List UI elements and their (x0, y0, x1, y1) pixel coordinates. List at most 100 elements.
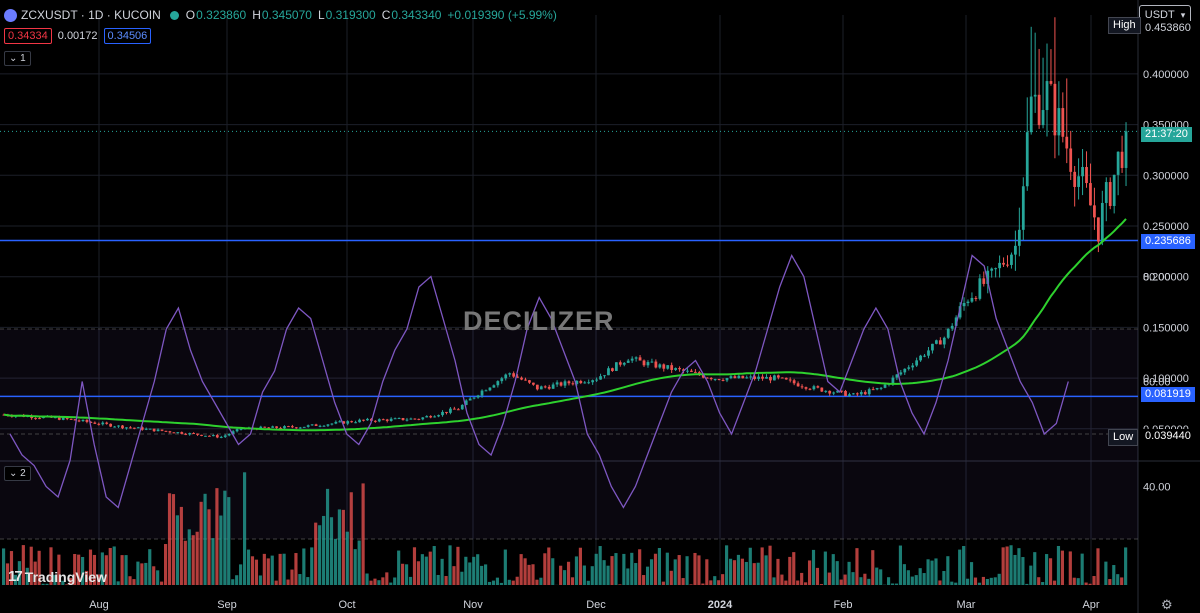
indicator-pane-toggle[interactable]: ⌄ 2 (4, 466, 31, 481)
time-tick-label: Sep (217, 599, 237, 611)
candle-body (184, 433, 188, 435)
tradingview-logo[interactable]: 17 TradingView (8, 568, 107, 585)
candle-body (1085, 167, 1088, 184)
candle-body (927, 350, 930, 356)
candle-body (464, 400, 468, 405)
volume-bar (574, 556, 579, 585)
level-upper-tag[interactable]: 0.235686 (1141, 234, 1195, 249)
volume-bar (642, 575, 646, 585)
volume-bar (243, 472, 247, 585)
candle-body (662, 364, 666, 369)
candle-body (1021, 186, 1025, 230)
candle-body (405, 419, 409, 421)
volume-bar (547, 547, 551, 585)
volume-bar (353, 549, 357, 585)
volume-bar (863, 573, 867, 585)
candle-body (322, 425, 326, 427)
volume-bar (258, 575, 262, 585)
volume-bar (732, 560, 737, 585)
candle-body (192, 433, 196, 435)
buy-button[interactable]: 0.34506 (103, 28, 152, 44)
candle-body (1041, 110, 1045, 126)
candle-body (611, 368, 614, 371)
volume-bar (677, 555, 681, 585)
candle-body (298, 427, 302, 429)
tradingview-logo-icon: 17 (8, 568, 23, 585)
volume-bar (713, 576, 717, 585)
candle-body (1104, 182, 1108, 203)
candle-body (1029, 96, 1033, 133)
candle-body (69, 418, 73, 420)
volume-bar (329, 517, 334, 585)
indicator-axis[interactable]: 80.00 60.00 40.00 (1143, 272, 1171, 494)
high-key: H (252, 8, 261, 22)
volume-bar (914, 575, 918, 585)
volume-bar (1120, 577, 1124, 585)
candle-body (563, 381, 567, 386)
volume-bar (325, 488, 330, 585)
volume-bar (266, 558, 270, 585)
volume-bar (250, 556, 255, 585)
candle-body (429, 416, 433, 418)
candle-body (188, 433, 192, 435)
volume-bar (84, 570, 89, 585)
volume-bar (1001, 547, 1005, 585)
candle-body (65, 417, 69, 419)
volume-bar (831, 554, 835, 585)
candle-body (1116, 151, 1120, 175)
candle-body (654, 361, 658, 368)
candle-body (954, 317, 958, 326)
candle-body (215, 435, 219, 438)
candle-body (962, 303, 966, 307)
candle-body (690, 370, 693, 372)
candle-body (476, 395, 480, 398)
time-axis[interactable]: Aug Sep Oct Nov Dec 2024 Feb Mar Apr (89, 599, 1100, 611)
volume-bar (563, 570, 567, 585)
change-value: +0.019390 (+5.99%) (447, 8, 557, 22)
horizontal-levels[interactable] (0, 239, 1138, 398)
volume-bar (950, 581, 954, 585)
candle-body (53, 417, 57, 419)
volume-bar (535, 579, 539, 585)
volume-bar (728, 558, 733, 585)
volume-bar (136, 561, 140, 585)
price-tick-label: 0.200000 (1143, 272, 1189, 284)
volume-bar (946, 556, 950, 585)
volume-bar (673, 559, 677, 585)
chevron-down-icon: ⌄ (9, 53, 18, 64)
volume-bar (318, 525, 322, 585)
candle-body (709, 377, 713, 380)
symbol-label[interactable]: ZCXUSDT · 1D · KUCOIN (21, 8, 161, 22)
volume-bars (2, 472, 1128, 585)
candle-body (725, 378, 729, 381)
volume-bar (764, 555, 768, 585)
volume-bar (302, 548, 306, 585)
candle-body (211, 435, 215, 437)
volume-bar (452, 566, 456, 585)
candle-body (713, 379, 717, 381)
candle-body (1120, 151, 1124, 168)
candle-body (686, 370, 689, 372)
sell-button[interactable]: 0.34334 (4, 28, 52, 44)
candle-body (196, 433, 199, 435)
candle-body (263, 426, 267, 428)
volume-bar (128, 576, 132, 585)
candle-body (97, 423, 101, 425)
volume-bar (124, 555, 128, 585)
candle-body (294, 427, 298, 429)
candle-body (358, 419, 361, 423)
volume-bar (811, 549, 816, 585)
volume-bar (744, 561, 748, 585)
main-pane-toggle[interactable]: ⌄ 1 (4, 51, 31, 66)
candle-body (670, 365, 674, 370)
level-lower-tag[interactable]: 0.081919 (1141, 387, 1195, 402)
candle-body (1014, 245, 1017, 255)
volume-bar (397, 550, 401, 585)
candle-body (231, 431, 235, 434)
volume-bar (985, 578, 989, 585)
volume-bar (377, 580, 381, 585)
price-tick-label: 0.150000 (1143, 322, 1189, 334)
volume-bar (835, 561, 839, 585)
gear-icon[interactable]: ⚙ (1161, 597, 1173, 612)
